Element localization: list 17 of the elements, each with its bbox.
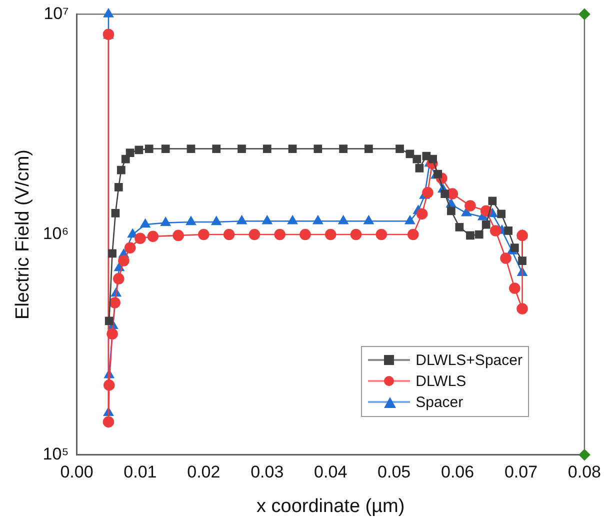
x-tick-label: 0.06 (440, 462, 474, 482)
y-tick-label: 10⁷ (44, 4, 69, 23)
legend-label: DLWLS+Spacer (416, 352, 522, 369)
x-tick-label: 0.00 (60, 462, 94, 482)
x-tick-label: 0.07 (504, 462, 538, 482)
x-tick-label: 0.01 (124, 462, 157, 482)
x-tick-label: 0.02 (187, 462, 220, 482)
x-axis-title: x coordinate (µm) (256, 496, 405, 517)
x-tick-label: 0.04 (314, 462, 348, 482)
legend-label: Spacer (416, 394, 464, 411)
y-axis-title: Electric Field (V/cm) (12, 150, 34, 320)
x-tick-label: 0.08 (568, 462, 602, 482)
x-tick-label: 0.05 (378, 462, 411, 482)
y-tick-label: 10⁶ (42, 224, 69, 244)
y-tick-label: 10⁵ (42, 444, 69, 464)
legend-label: DLWLS (416, 372, 466, 390)
x-tick-label: 0.03 (250, 462, 284, 482)
